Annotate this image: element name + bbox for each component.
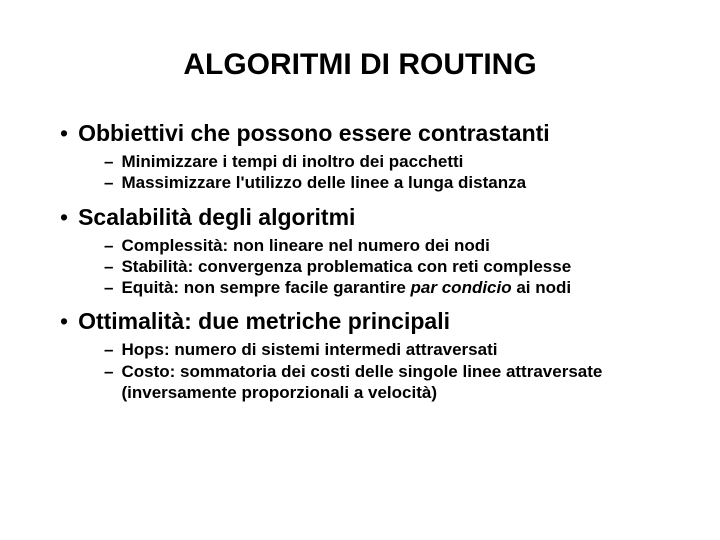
list-item: • Scalabilità degli algoritmi – Compless… [60, 204, 660, 299]
bullet-dot-icon: • [60, 120, 68, 147]
bullet-list-level2: – Minimizzare i tempi di inoltro dei pac… [60, 151, 660, 194]
slide: ALGORITMI DI ROUTING • Obbiettivi che po… [0, 0, 720, 540]
bullet-list-level2: – Complessità: non lineare nel numero de… [60, 235, 660, 299]
bullet-list-level2: – Hops: numero di sistemi intermedi attr… [60, 339, 660, 403]
list-subitem: – Hops: numero di sistemi intermedi attr… [60, 339, 660, 360]
dash-icon: – [104, 340, 113, 360]
bullet-list-level1: • Obbiettivi che possono essere contrast… [60, 120, 660, 403]
list-item: • Obbiettivi che possono essere contrast… [60, 120, 660, 194]
bullet-dot-icon: • [60, 308, 68, 335]
bullet-dot-icon: • [60, 204, 68, 231]
dash-icon: – [104, 257, 113, 277]
dash-icon: – [104, 173, 113, 193]
list-item: • Ottimalità: due metriche principali – … [60, 308, 660, 403]
list-subitem-label: Hops: numero di sistemi intermedi attrav… [121, 339, 497, 360]
list-subitem-label: Equità: non sempre facile garantire par … [121, 277, 571, 298]
dash-icon: – [104, 236, 113, 256]
list-subitem: – Complessità: non lineare nel numero de… [60, 235, 660, 256]
list-subitem-label: Stabilità: convergenza problematica con … [121, 256, 571, 277]
list-subitem: – Stabilità: convergenza problematica co… [60, 256, 660, 277]
list-subitem: – Massimizzare l'utilizzo delle linee a … [60, 172, 660, 193]
list-subitem-label: Minimizzare i tempi di inoltro dei pacch… [121, 151, 463, 172]
list-subitem-label: Massimizzare l'utilizzo delle linee a lu… [121, 172, 526, 193]
list-item-label: Ottimalità: due metriche principali [78, 308, 450, 335]
list-subitem: – Costo: sommatoria dei costi delle sing… [60, 361, 660, 404]
list-item-label: Scalabilità degli algoritmi [78, 204, 355, 231]
list-subitem-label: Costo: sommatoria dei costi delle singol… [121, 361, 660, 404]
list-subitem-label: Complessità: non lineare nel numero dei … [121, 235, 489, 256]
list-item-label: Obbiettivi che possono essere contrastan… [78, 120, 550, 147]
dash-icon: – [104, 152, 113, 172]
list-subitem: – Minimizzare i tempi di inoltro dei pac… [60, 151, 660, 172]
slide-title: ALGORITMI DI ROUTING [60, 48, 660, 82]
dash-icon: – [104, 362, 113, 382]
list-subitem: – Equità: non sempre facile garantire pa… [60, 277, 660, 298]
dash-icon: – [104, 278, 113, 298]
